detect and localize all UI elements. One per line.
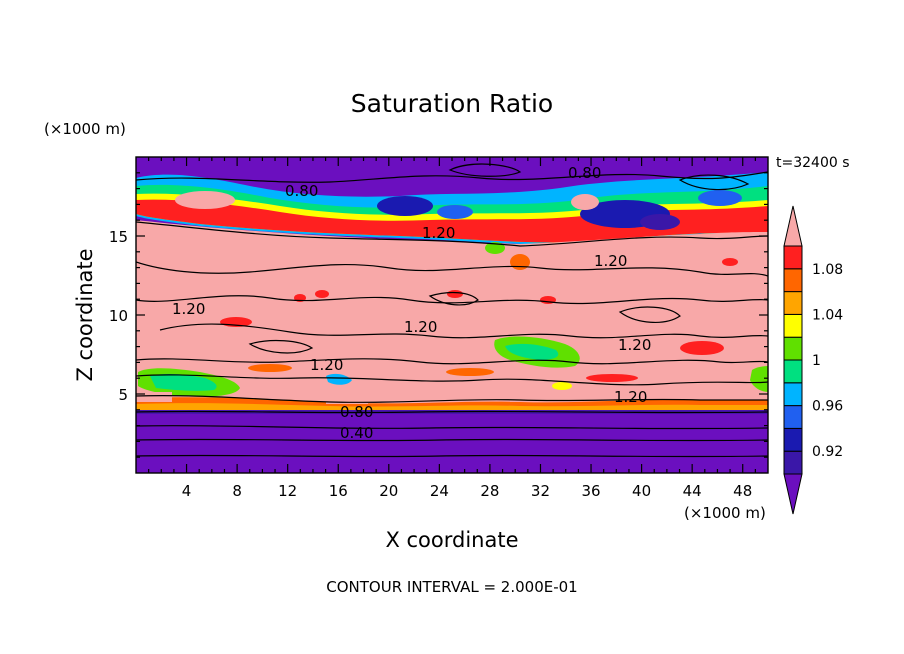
- colorbar-swatch: [783, 336, 803, 361]
- x-tick-label: 28: [480, 482, 499, 500]
- colorbar: 1.08 1.04 1 0.96 0.92: [783, 205, 843, 515]
- contour-label: 1.20: [618, 336, 651, 354]
- y-axis-ticks: 5 10 15: [109, 172, 768, 458]
- x-tick-label: 36: [581, 482, 600, 500]
- colorbar-swatch: [783, 313, 803, 338]
- colorbar-label: 0.96: [812, 399, 843, 415]
- y-axis-unit: (×1000 m): [44, 120, 126, 138]
- time-label: t=32400 s: [776, 155, 850, 171]
- colorbar-swatch: [783, 382, 803, 407]
- x-axis-ticks: 4 8 12 16 20 24 28 32 36 40 44 48: [148, 157, 756, 500]
- x-tick-label: 20: [379, 482, 398, 500]
- colorbar-max-arrow: [783, 205, 803, 247]
- contour-label: 1.20: [614, 388, 647, 406]
- chart-title: Saturation Ratio: [351, 89, 553, 118]
- plot-field: 0.80 0.80 1.20 1.20 1.20 1.20 1.20 1.20 …: [136, 157, 768, 473]
- colorbar-label: 1.08: [812, 262, 843, 278]
- colorbar-swatch: [783, 405, 803, 429]
- y-axis-label: Z coordinate: [73, 248, 97, 381]
- colorbar-swatch: [783, 427, 803, 452]
- x-tick-label: 44: [683, 482, 702, 500]
- contour-interval-note: CONTOUR INTERVAL = 2.000E-01: [326, 578, 577, 596]
- x-axis-label: X coordinate: [385, 528, 518, 552]
- contour-label: 1.20: [310, 356, 343, 374]
- x-tick-label: 16: [329, 482, 348, 500]
- x-tick-label: 8: [232, 482, 242, 500]
- contour-label: 0.40: [340, 424, 373, 442]
- contour-label: 0.80: [285, 182, 318, 200]
- colorbar-min-arrow: [783, 473, 803, 515]
- colorbar-label: 1: [812, 353, 821, 369]
- colorbar-swatch: [783, 268, 803, 293]
- colorbar-swatch: [783, 450, 803, 475]
- x-tick-label: 40: [632, 482, 651, 500]
- colorbar-label: 0.92: [812, 444, 843, 460]
- y-tick-label: 15: [109, 228, 128, 246]
- x-tick-label: 32: [531, 482, 550, 500]
- contour-label: 1.20: [172, 300, 205, 318]
- x-tick-label: 4: [182, 482, 192, 500]
- x-axis-unit: (×1000 m): [684, 504, 766, 522]
- x-tick-label: 12: [278, 482, 297, 500]
- colorbar-swatch: [783, 359, 803, 384]
- contour-label: 1.20: [422, 224, 455, 242]
- x-tick-label: 48: [733, 482, 752, 500]
- colorbar-swatch: [783, 291, 803, 315]
- y-tick-label: 10: [109, 307, 128, 325]
- x-tick-label: 24: [430, 482, 449, 500]
- colorbar-label: 1.04: [812, 307, 843, 323]
- colorbar-swatch: [783, 245, 803, 270]
- contour-label: 1.20: [404, 318, 437, 336]
- contour-label: 0.80: [340, 403, 373, 421]
- contour-label: 0.80: [568, 164, 601, 182]
- contour-label: 1.20: [594, 252, 627, 270]
- y-tick-label: 5: [118, 386, 128, 404]
